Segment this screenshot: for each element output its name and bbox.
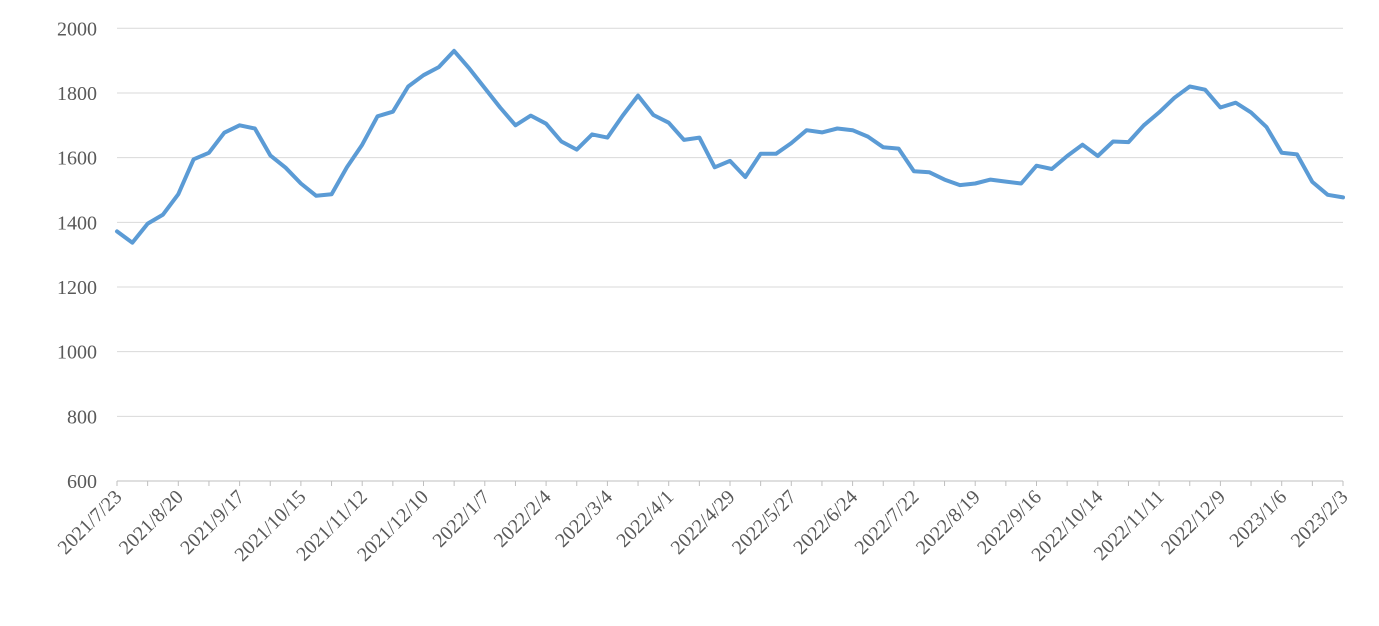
x-tick-label: 2022/4/29 <box>667 486 740 559</box>
x-tick-label: 2022/7/22 <box>851 486 924 559</box>
y-tick-label: 1400 <box>57 212 97 234</box>
data-line <box>115 48 1345 245</box>
x-tick-label: 2022/1/7 <box>428 486 494 552</box>
x-tick-label: 2023/2/3 <box>1287 486 1353 552</box>
x-tick-label: 2021/8/20 <box>115 486 188 559</box>
y-tick-label: 800 <box>67 406 97 428</box>
x-tick-label: 2022/5/27 <box>728 486 801 559</box>
x-tick-label: 2022/12/9 <box>1157 486 1230 559</box>
x-tick-label: 2021/7/23 <box>54 486 127 559</box>
x-tick-label: 2022/2/4 <box>490 486 556 552</box>
x-tick-label: 2022/3/4 <box>551 486 617 552</box>
x-tick-label: 2022/6/24 <box>789 486 862 559</box>
x-tick-label: 2023/1/6 <box>1225 486 1291 552</box>
y-tick-label: 1200 <box>57 277 97 299</box>
x-tick-label: 2022/8/19 <box>912 486 985 559</box>
y-tick-label: 600 <box>67 471 97 493</box>
y-tick-label: 1600 <box>57 148 97 170</box>
y-tick-label: 2000 <box>57 18 97 40</box>
y-tick-label: 1000 <box>57 342 97 364</box>
y-tick-label: 1800 <box>57 83 97 105</box>
